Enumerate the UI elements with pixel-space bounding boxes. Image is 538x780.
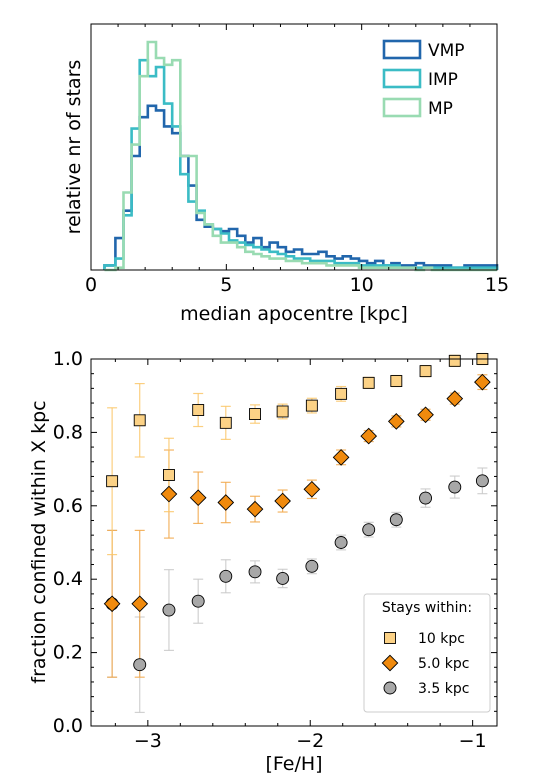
scatter-legend-box bbox=[363, 593, 491, 713]
histogram-panel: 0 5 10 15 median apocentre [kpc] relative n… bbox=[63, 23, 509, 325]
scatter-y-tick-label: 0.2 bbox=[53, 642, 83, 664]
scatter-x-tick-label: −3 bbox=[134, 730, 162, 752]
scatter-ticks: 0.0 0.2 0.4 0.6 0.8 1.0 −3 −2 −1 bbox=[53, 348, 497, 752]
scatter-legend-marker-10-kpc bbox=[384, 632, 396, 644]
point-3-5-kpc bbox=[448, 480, 462, 494]
histogram-legend-label: IMP bbox=[428, 70, 458, 90]
histogram-legend-label: VMP bbox=[428, 41, 465, 61]
histogram-x-tick-label: 10 bbox=[350, 274, 374, 296]
scatter-legend-label: 5.0 kpc bbox=[418, 656, 469, 672]
histogram-legend-label: MP bbox=[428, 99, 453, 119]
histogram-x-tick-label: 0 bbox=[85, 274, 97, 296]
point-10-kpc bbox=[335, 387, 348, 400]
histogram-x-tick-label: 5 bbox=[220, 274, 232, 296]
scatter-y-tick-label: 0.6 bbox=[53, 495, 83, 517]
point-3-5-kpc bbox=[305, 559, 319, 573]
histogram-ticks: 0 5 10 15 bbox=[85, 24, 509, 296]
point-5-0-kpc bbox=[103, 595, 121, 613]
point-5-0-kpc bbox=[332, 449, 350, 466]
point-10-kpc bbox=[276, 405, 289, 418]
scatter-x-tick-label: −1 bbox=[459, 730, 487, 752]
point-10-kpc bbox=[106, 475, 119, 488]
scatter-legend-label: 3.5 kpc bbox=[418, 681, 469, 697]
scatter-y-tick-label: 0.4 bbox=[53, 568, 83, 590]
point-3-5-kpc bbox=[276, 572, 290, 585]
scatter-legend-marker-3-5-kpc bbox=[383, 681, 397, 695]
point-3-5-kpc bbox=[419, 491, 432, 505]
point-5-0-kpc bbox=[303, 480, 321, 498]
point-10-kpc bbox=[192, 404, 205, 416]
point-3-5-kpc bbox=[362, 523, 376, 537]
scatter-x-axis-label: [Fe/H] bbox=[265, 753, 322, 775]
point-10-kpc bbox=[163, 469, 175, 481]
scatter-legend-label: 10 kpc bbox=[418, 631, 465, 647]
point-10-kpc bbox=[133, 414, 146, 427]
point-3-5-kpc bbox=[191, 594, 205, 608]
scatter-panel: 0.0 0.2 0.4 0.6 0.8 1.0 −3 −2 −1 [Fe/H] fraction… bbox=[28, 348, 498, 775]
scatter-y-tick-label: 1.0 bbox=[53, 348, 83, 370]
point-5-0-kpc bbox=[160, 485, 178, 503]
point-10-kpc bbox=[419, 365, 432, 378]
scatter-legend-marker-5-0-kpc bbox=[381, 654, 399, 672]
point-3-5-kpc bbox=[475, 474, 489, 488]
point-5-0-kpc bbox=[387, 413, 405, 430]
scatter-legend-title: Stays within: bbox=[382, 600, 472, 616]
point-10-kpc bbox=[219, 416, 232, 429]
point-10-kpc bbox=[249, 408, 261, 420]
point-5-0-kpc bbox=[474, 373, 491, 391]
point-5-0-kpc bbox=[446, 390, 464, 407]
point-10-kpc bbox=[448, 354, 461, 367]
histogram-legend-swatch-vmp bbox=[382, 39, 422, 60]
histogram-x-axis-label: median apocentre [kpc] bbox=[180, 303, 408, 325]
histogram-series-group bbox=[103, 40, 499, 272]
scatter-y-axis-label: fraction confined within X kpc bbox=[28, 400, 50, 683]
point-5-0-kpc bbox=[360, 427, 378, 445]
histogram-frame bbox=[90, 23, 498, 271]
scatter-series-group bbox=[103, 352, 491, 714]
point-5-0-kpc bbox=[417, 406, 434, 424]
point-5-0-kpc bbox=[131, 595, 149, 613]
point-3-5-kpc bbox=[162, 603, 176, 617]
point-3-5-kpc bbox=[334, 536, 348, 549]
histogram-series-vmp bbox=[103, 104, 499, 270]
point-10-kpc bbox=[362, 376, 375, 389]
histogram-legend-swatch-mp bbox=[382, 97, 422, 118]
scatter-x-tick-label: −2 bbox=[296, 730, 324, 752]
point-5-0-kpc bbox=[189, 489, 207, 507]
histogram-series-imp bbox=[103, 58, 499, 270]
scatter-frame bbox=[90, 358, 498, 727]
histogram-y-axis-label: relative nr of stars bbox=[63, 60, 85, 235]
point-10-kpc bbox=[390, 375, 403, 387]
scatter-y-tick-label: 0.8 bbox=[53, 421, 83, 443]
point-5-0-kpc bbox=[246, 500, 264, 518]
point-3-5-kpc bbox=[248, 565, 262, 579]
histogram-x-tick-label: 15 bbox=[485, 274, 509, 296]
point-5-0-kpc bbox=[217, 494, 235, 511]
histogram-legend-swatch-imp bbox=[382, 68, 422, 89]
histogram-legend: VMP IMP MP bbox=[382, 39, 465, 119]
scatter-legend: Stays within: 10 kpc 5.0 kpc 3.5 kpc bbox=[363, 593, 491, 713]
point-3-5-kpc bbox=[389, 513, 403, 527]
scatter-y-tick-label: 0.0 bbox=[53, 715, 83, 737]
point-10-kpc bbox=[305, 399, 318, 412]
point-5-0-kpc bbox=[274, 492, 291, 510]
histogram-series-mp bbox=[104, 40, 497, 272]
point-3-5-kpc bbox=[219, 569, 233, 583]
point-3-5-kpc bbox=[133, 658, 147, 672]
